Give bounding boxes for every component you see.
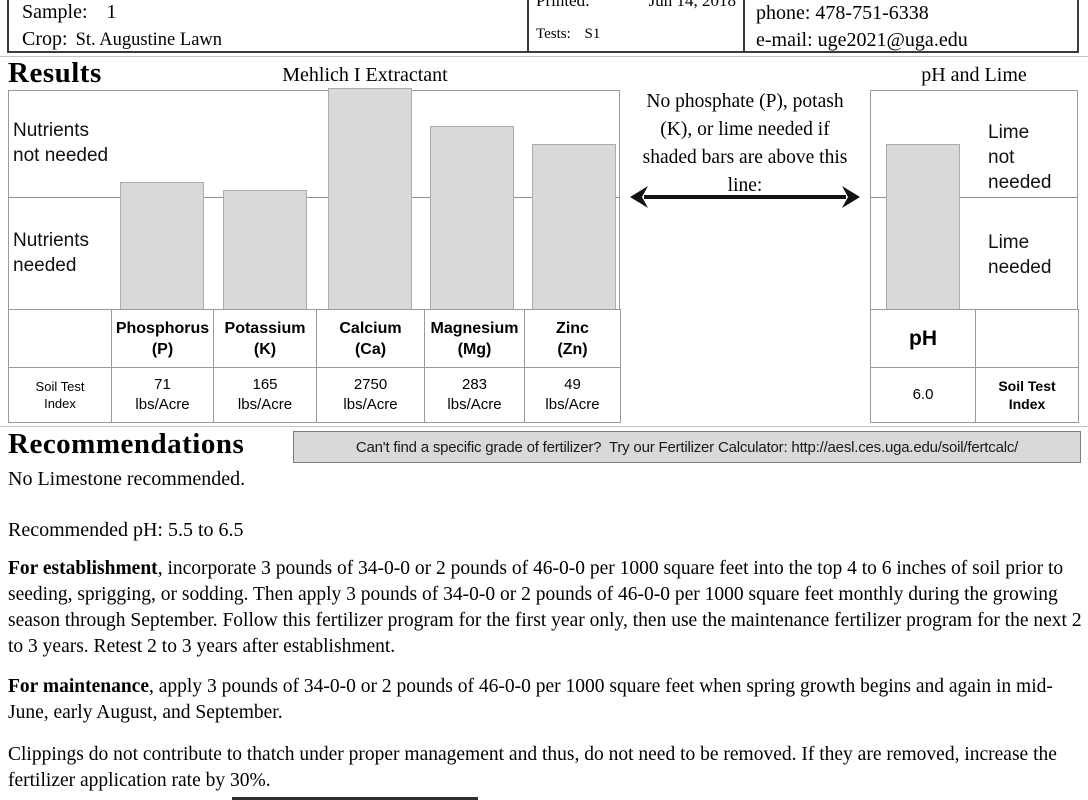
unit: lbs/Acre <box>545 396 600 413</box>
cell-value-magnesium: 283 lbs/Acre <box>424 367 525 423</box>
tests-label: Tests: <box>536 26 571 42</box>
col-symbol: (P) <box>151 340 174 358</box>
mehlich-chart: Nutrients not needed Nutrients needed <box>8 88 620 309</box>
cell-value-calcium: 2750 lbs/Acre <box>316 367 425 423</box>
establishment-paragraph: For establishment, incorporate 3 pounds … <box>8 556 1084 660</box>
bar-zinc-zn <box>532 144 616 309</box>
unit: lbs/Acre <box>237 396 293 413</box>
sample-label: Sample: <box>22 1 88 23</box>
col-name: Potassium <box>224 319 306 337</box>
bar-calcium-ca <box>328 88 412 309</box>
zone-label-nutrients-not-needed: Nutrients not needed <box>13 120 109 166</box>
establishment-lead: For establishment <box>8 558 158 579</box>
recommendations-heading: Recommendations <box>8 428 245 460</box>
nutrient-threshold-line <box>9 197 619 198</box>
tests-value: S1 <box>584 26 601 42</box>
unit: lbs/Acre <box>135 396 190 413</box>
corner-cell <box>8 309 112 368</box>
value: 165 <box>252 376 278 393</box>
printed-value: Jun 14, 2018 <box>648 0 736 10</box>
ph-header-cell: pH <box>870 309 976 368</box>
value: 49 <box>564 376 581 393</box>
crop-label: Crop: <box>22 28 68 50</box>
mehlich-plot <box>9 88 619 309</box>
section-divider-results <box>0 56 1088 57</box>
col-symbol: (K) <box>253 340 277 358</box>
sample-row: Sample: 1 <box>22 1 117 24</box>
clippings-paragraph: Clippings do not contribute to thatch un… <box>8 744 1057 791</box>
col-header-zinc: Zinc (Zn) <box>524 309 621 368</box>
nutrient-table: Phosphorus (P) Potassium (K) Calcium (Ca… <box>8 309 621 423</box>
ph-table-wrap: pH 6.0 Soil Test Index <box>870 309 1079 423</box>
bar-magnesium-mg <box>430 126 514 309</box>
cell-value-potassium: 165 lbs/Acre <box>213 367 317 423</box>
no-limestone-text: No Limestone recommended. <box>8 468 246 490</box>
col-name: Zinc <box>556 319 589 337</box>
cell-value-phosphorus: 71 lbs/Acre <box>111 367 214 423</box>
header-divider-1 <box>527 0 529 52</box>
fertilizer-calculator-url[interactable]: http://aesl.ces.uga.edu/soil/fertcalc/ <box>791 438 1019 456</box>
col-header-calcium: Calcium (Ca) <box>316 309 425 368</box>
zone-label-lime-needed: Lime needed <box>988 232 1052 278</box>
zone-label-nutrients-needed: Nutrients needed <box>13 230 90 276</box>
establishment-body: , incorporate 3 pounds of 34-0-0 or 2 po… <box>8 558 1082 657</box>
section-divider-recommendations <box>0 426 1088 427</box>
cell-value-zinc: 49 lbs/Acre <box>524 367 621 423</box>
bar-ph <box>886 144 960 309</box>
bottom-bar-fragment <box>232 797 478 800</box>
maintenance-lead: For maintenance <box>8 676 149 697</box>
maintenance-body: , apply 3 pounds of 34-0-0 or 2 pounds o… <box>8 676 1053 723</box>
recommended-ph-text: Recommended pH: 5.5 to 6.5 <box>8 519 244 541</box>
threshold-annotation: No phosphate (P), potash (K), or lime ne… <box>642 91 848 196</box>
ph-chart-title: pH and Lime <box>921 64 1027 86</box>
header-left-border <box>7 0 9 52</box>
mehlich-chart-title: Mehlich I Extractant <box>282 64 448 86</box>
header-bottom-border <box>7 51 1079 53</box>
ph-header-empty-cell <box>975 309 1079 368</box>
bar-phosphorus-p <box>120 182 204 309</box>
value: 283 <box>461 376 488 393</box>
unit: lbs/Acre <box>343 396 398 413</box>
col-header-magnesium: Magnesium (Mg) <box>424 309 525 368</box>
maintenance-paragraph: For maintenance, apply 3 pounds of 34-0-… <box>8 674 1084 726</box>
col-symbol: (Mg) <box>457 340 492 358</box>
col-symbol: (Zn) <box>557 340 588 358</box>
tests-row: Tests: S1 <box>536 26 600 43</box>
unit: lbs/Acre <box>447 396 502 413</box>
crop-row: Crop: St. Augustine Lawn <box>22 28 222 51</box>
email-line: e-mail: uge2021@uga.edu <box>756 29 968 51</box>
col-symbol: (Ca) <box>354 340 387 358</box>
double-arrow-icon <box>630 186 860 208</box>
ph-soil-test-index-label: Soil Test Index <box>975 367 1079 423</box>
results-heading: Results <box>8 57 102 89</box>
phone-line: phone: 478-751-6338 <box>756 2 929 24</box>
crop-value: St. Augustine Lawn <box>75 30 223 50</box>
col-name: Magnesium <box>430 319 519 337</box>
value: 2750 <box>353 376 388 393</box>
header-divider-2 <box>743 0 745 52</box>
header-right-border <box>1077 0 1079 52</box>
soil-test-index-label: Soil Test Index <box>8 367 112 423</box>
ph-value-cell: 6.0 <box>870 367 976 423</box>
ph-chart: Lime not needed Lime needed <box>870 90 1078 309</box>
sample-value: 1 <box>106 1 117 23</box>
printed-label: Printed: <box>536 0 590 10</box>
fertilizer-calculator-note: Can't find a specific grade of fertilize… <box>293 431 1081 463</box>
ph-table: pH 6.0 Soil Test Index <box>870 309 1079 423</box>
ph-plot <box>871 91 1077 309</box>
fertilizer-calculator-question: Can't find a specific grade of fertilize… <box>355 438 792 456</box>
nutrient-table-wrap: Phosphorus (P) Potassium (K) Calcium (Ca… <box>8 309 621 423</box>
col-header-phosphorus: Phosphorus (P) <box>111 309 214 368</box>
value: 71 <box>154 376 171 393</box>
printed-row: Printed: Jun 14, 2018 <box>536 0 736 11</box>
lime-threshold-line <box>871 197 1077 198</box>
bar-potassium-k <box>223 190 307 309</box>
col-header-potassium: Potassium (K) <box>213 309 317 368</box>
zone-label-lime-not-needed: Lime not needed <box>988 122 1052 193</box>
col-name: Phosphorus <box>115 319 210 337</box>
col-name: Calcium <box>339 319 402 337</box>
